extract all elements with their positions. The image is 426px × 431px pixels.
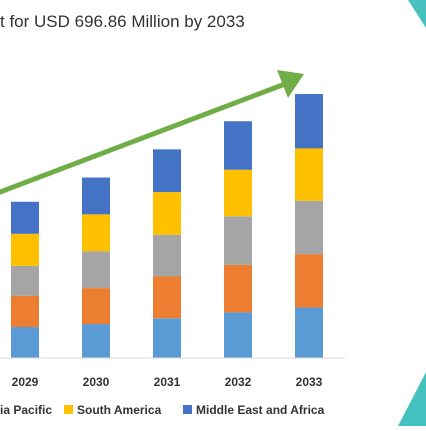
bar-segment-2033-s1: [295, 307, 323, 358]
bar-segment-2031-s5: [153, 149, 181, 193]
bar-segment-2032-s1: [224, 312, 252, 358]
bar-segment-2030-s5: [82, 177, 110, 215]
x-tick-label-2029: 2029: [12, 375, 39, 389]
bar-segment-2029-s1: [11, 326, 39, 358]
bar-segment-2032-s2: [224, 264, 252, 313]
legend-label-s3: ia Pacific: [0, 403, 52, 417]
bar-segment-2033-s2: [295, 254, 323, 308]
bar-segment-2033-s5: [295, 94, 323, 149]
bar-segment-2033-s4: [295, 148, 323, 201]
x-tick-label-2031: 2031: [154, 375, 181, 389]
x-tick-label-2032: 2032: [225, 375, 252, 389]
legend-label-s5: Middle East and Africa: [196, 403, 325, 417]
bars-group: [11, 94, 323, 358]
top-right-corner-shape: [408, 0, 426, 28]
legend-swatch-s4: [64, 405, 73, 414]
bar-segment-2029-s3: [11, 265, 39, 296]
chart-title: t for USD 696.86 Million by 2033: [0, 12, 245, 31]
trend-arrow-shaft: [0, 81, 288, 195]
bar-segment-2033-s3: [295, 200, 323, 255]
bar-segment-2030-s3: [82, 251, 110, 289]
bar-segment-2030-s2: [82, 288, 110, 325]
bar-segment-2029-s2: [11, 295, 39, 327]
bar-segment-2031-s4: [153, 192, 181, 235]
trend-arrow: [0, 70, 304, 195]
bar-segment-2032-s4: [224, 169, 252, 217]
bar-segment-2031-s3: [153, 234, 181, 277]
trend-arrow-head: [277, 70, 304, 98]
bar-segment-2032-s3: [224, 216, 252, 265]
legend-label-s4: South America: [77, 403, 162, 417]
bottom-right-corner-shape: [398, 372, 426, 426]
x-tick-label-2030: 2030: [83, 375, 110, 389]
x-tick-labels: 2029 2030 2031 2032 2033: [12, 375, 323, 389]
bar-segment-2029-s5: [11, 201, 39, 234]
legend-swatch-s5: [183, 405, 192, 414]
bar-segment-2030-s4: [82, 214, 110, 252]
legend: ia Pacific South America Middle East and A…: [0, 403, 325, 417]
bar-segment-2031-s2: [153, 276, 181, 319]
bar-segment-2032-s5: [224, 121, 252, 170]
x-tick-label-2033: 2033: [296, 375, 323, 389]
bar-segment-2030-s1: [82, 324, 110, 358]
bar-segment-2031-s1: [153, 318, 181, 358]
bar-segment-2029-s4: [11, 233, 39, 266]
